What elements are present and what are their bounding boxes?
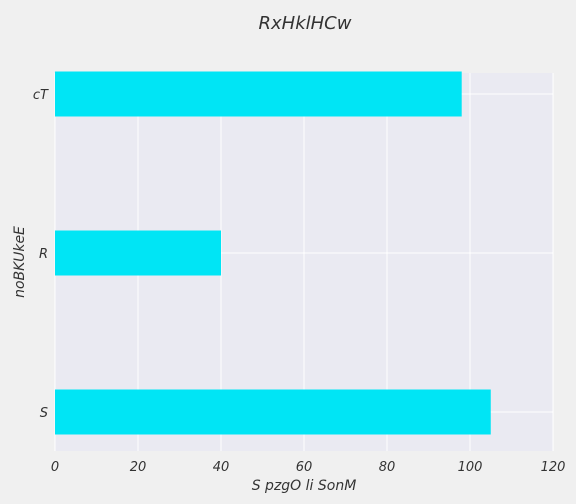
x-axis-label: S pzgO li SonM: [252, 478, 357, 494]
chart-title: RxHklHCw: [259, 13, 352, 34]
bar-S: [55, 389, 491, 435]
y-tick-label: S: [40, 406, 48, 421]
x-tick-label: 100: [458, 460, 483, 475]
x-tick-label: 20: [130, 460, 147, 475]
x-axis-ticks: 0 20 40 60 80 100 120: [51, 460, 566, 475]
x-tick-label: 40: [213, 460, 230, 475]
y-tick-label: cT: [33, 88, 49, 103]
x-tick-label: 80: [379, 460, 396, 475]
x-tick-label: 60: [296, 460, 313, 475]
y-axis-ticks: S RcT: [33, 88, 49, 421]
bar-cT: [55, 71, 462, 117]
bar-R: [55, 230, 221, 276]
y-tick-label: R: [39, 247, 48, 262]
x-tick-label: 120: [541, 460, 566, 475]
bars: [55, 71, 491, 435]
x-tick-label: 0: [51, 460, 59, 475]
y-axis-label: noBKUkeE: [12, 226, 28, 298]
